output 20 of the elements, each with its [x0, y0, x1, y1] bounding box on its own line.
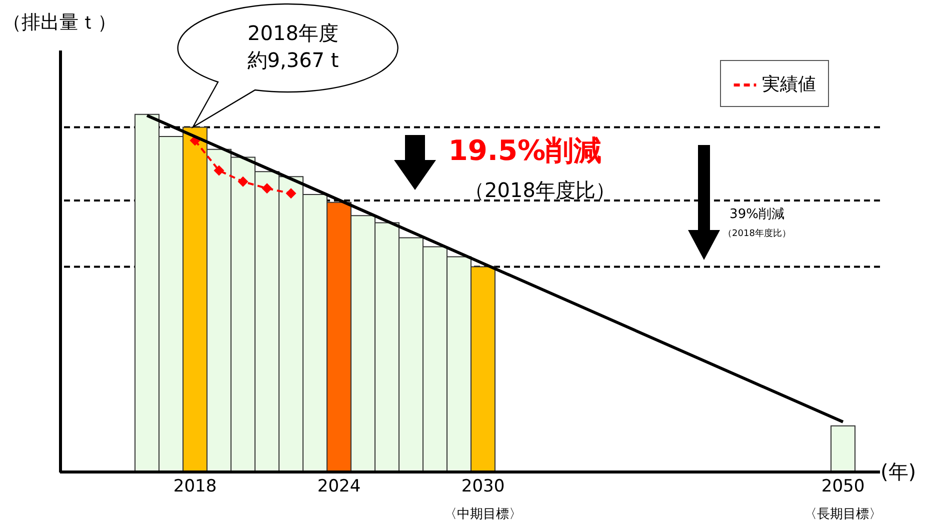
text: 〈長期目標〉	[804, 507, 882, 522]
point	[238, 176, 248, 187]
bar	[830, 425, 856, 472]
annotation: 19.5%削減	[448, 134, 602, 167]
x-tick-label: 2050	[821, 476, 865, 496]
point	[214, 165, 224, 176]
text: 〈中期目標〉	[444, 507, 522, 522]
x-tick-label: 2030	[461, 476, 505, 496]
x-tick-label: 2018	[173, 476, 217, 496]
point	[262, 183, 272, 194]
annotation: （2018年度比）	[464, 178, 616, 202]
y-axis-title: （排出量ｔ）	[2, 12, 116, 34]
x-axis-title: (年)	[880, 460, 916, 484]
annotation: （2018年度比）	[723, 228, 791, 239]
annotation: 39%削減	[730, 207, 784, 222]
x-tick-label: 2024	[317, 476, 361, 496]
legend-label: 実績値	[762, 74, 816, 95]
point	[286, 188, 296, 199]
text: 約9,367 t	[247, 48, 339, 72]
text: 2018年度	[248, 21, 338, 45]
